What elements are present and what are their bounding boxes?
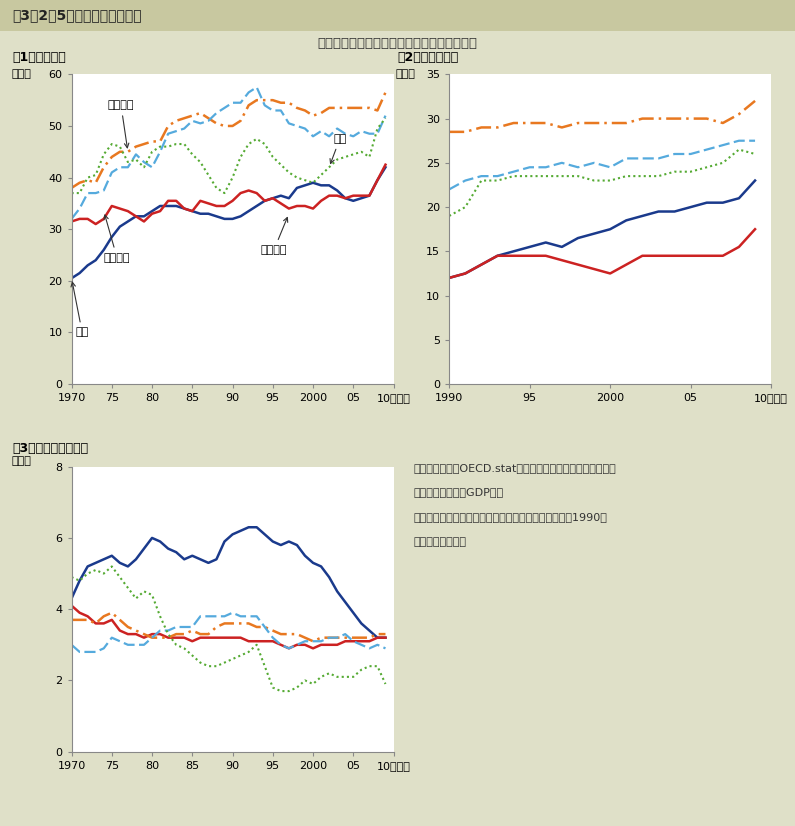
Text: 各国とも社会保障費を中心に歳出が増加傾向: 各国とも社会保障費を中心に歳出が増加傾向: [317, 37, 478, 50]
Text: （3）総固定資本形成: （3）総固定資本形成: [12, 442, 88, 455]
Text: （2）社会保障費: （2）社会保障費: [398, 51, 459, 64]
Text: 第3－2－5図　歳出の国際比較: 第3－2－5図 歳出の国際比較: [12, 9, 142, 22]
Text: アメリカ: アメリカ: [104, 215, 130, 263]
Text: ２．　データに制約があるため社会保障費は1990年: ２． データに制約があるため社会保障費は1990年: [413, 512, 607, 522]
Text: フランス: フランス: [108, 100, 134, 148]
Text: から。: から。: [413, 537, 467, 547]
Text: （備考）１．　OECD.statにより作成。一般政府ベース。値: （備考）１． OECD.statにより作成。一般政府ベース。値: [413, 463, 616, 472]
Text: （％）: （％）: [12, 69, 32, 79]
Text: （1）歳出総額: （1）歳出総額: [12, 51, 66, 64]
Text: は名目GDP比。: は名目GDP比。: [413, 487, 503, 497]
Text: 英国: 英国: [330, 134, 347, 164]
Text: （％）: （％）: [12, 456, 32, 466]
Text: （％）: （％）: [395, 69, 415, 79]
Text: 日本: 日本: [71, 282, 89, 338]
Text: イタリア: イタリア: [261, 217, 288, 255]
